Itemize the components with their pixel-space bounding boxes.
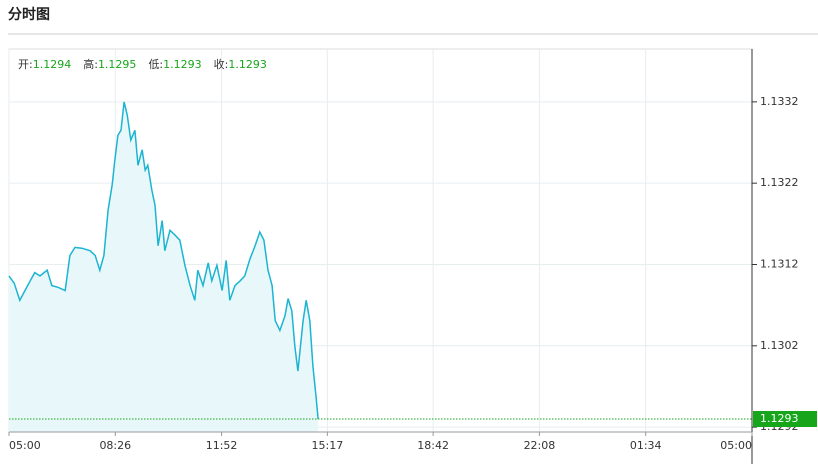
plot xyxy=(8,101,319,433)
stat-value: 1.1293 xyxy=(163,58,202,71)
x-tick-label: 15:17 xyxy=(312,439,344,452)
area xyxy=(9,101,319,433)
stat-label: 低: xyxy=(148,58,163,71)
x-tick-label: 05:00 xyxy=(9,439,41,452)
page-title: 分时图 xyxy=(8,6,50,23)
y-tick-label: 1.1332 xyxy=(760,95,799,108)
current-price-box xyxy=(753,410,817,427)
x-tick-label: 01:34 xyxy=(630,439,662,452)
stat-value: 1.1294 xyxy=(33,58,72,71)
x-tick-label: 22:08 xyxy=(524,439,556,452)
stat-label: 收: xyxy=(214,57,229,71)
stat-value: 1.1295 xyxy=(98,58,137,71)
x-tick-label: 08:26 xyxy=(99,439,131,452)
y-tick-label: 1.1302 xyxy=(760,339,799,352)
x-tick-label: 18:42 xyxy=(417,439,449,452)
stat-label: 高: xyxy=(83,57,98,71)
stat-label: 开: xyxy=(18,58,33,71)
x-tick-label: 11:52 xyxy=(206,439,238,452)
stat-value: 1.1293 xyxy=(228,58,267,71)
current-price-label: 1.1293 xyxy=(760,412,799,425)
x-tick-label: 05:00 xyxy=(720,439,752,452)
line xyxy=(8,101,319,420)
y-tick-label: 1.1312 xyxy=(760,257,799,270)
y-tick-label: 1.1322 xyxy=(760,176,799,189)
